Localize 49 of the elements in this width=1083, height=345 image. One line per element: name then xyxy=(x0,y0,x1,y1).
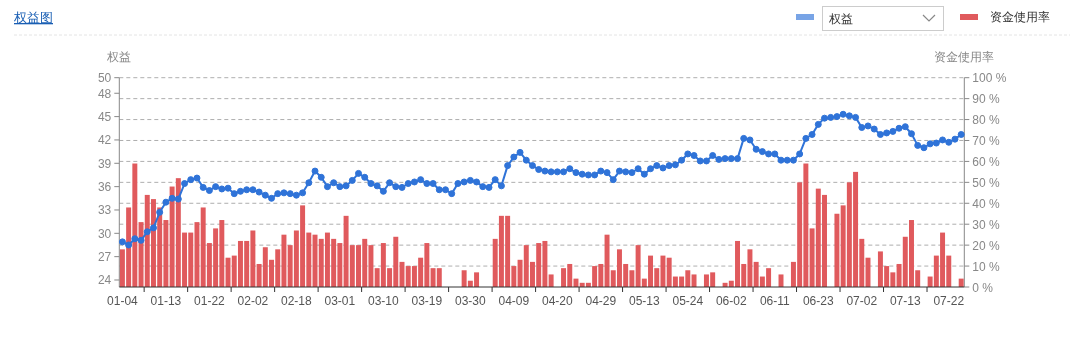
y-tick-label: 30 xyxy=(97,226,112,241)
bar xyxy=(548,274,554,287)
y-tick-label: 48 xyxy=(97,86,112,101)
legend-label: 资金使用率 xyxy=(990,10,1050,24)
y2-tick-label: 30 % xyxy=(972,217,1000,232)
x-tick-label: 06-02 xyxy=(715,294,747,308)
x-tick-label: 02-18 xyxy=(281,294,313,308)
y-tick-label: 50 xyxy=(97,71,112,86)
y-axis-title: 权益 xyxy=(106,50,132,64)
y2-tick-label: 80 % xyxy=(972,113,1000,128)
x-tick-label: 04-20 xyxy=(541,294,573,308)
bar xyxy=(834,213,840,287)
y-tick-label: 45 xyxy=(97,110,112,125)
y-tick-label: 42 xyxy=(97,133,112,148)
y2-tick-label: 100 % xyxy=(972,71,1007,86)
x-tick-label: 01-13 xyxy=(150,294,182,308)
y-tick-label: 33 xyxy=(97,203,112,218)
y2-tick-label: 90 % xyxy=(972,92,1000,107)
y-tick-label: 39 xyxy=(97,156,112,171)
y2-tick-label: 70 % xyxy=(972,133,1000,148)
x-tick-label: 07-13 xyxy=(889,294,921,308)
x-tick-label: 03-01 xyxy=(324,294,356,308)
x-tick-label: 07-02 xyxy=(846,294,878,308)
y-tick-label: 27 xyxy=(97,250,112,265)
x-tick-label: 01-22 xyxy=(194,294,226,308)
y2-axis-title: 资金使用率 xyxy=(934,50,995,64)
x-tick-label: 06-11 xyxy=(759,294,791,308)
x-tick-label: 02-02 xyxy=(237,294,269,308)
y2-tick-label: 60 % xyxy=(972,154,1000,169)
x-tick-label: 06-23 xyxy=(802,294,834,308)
y2-tick-label: 20 % xyxy=(972,238,1000,253)
y2-tick-label: 10 % xyxy=(972,259,1000,274)
y2-tick-label: 0 % xyxy=(972,280,994,295)
x-tick-label: 07-22 xyxy=(933,294,965,308)
legend-label: 权益 xyxy=(828,12,853,26)
x-tick-label: 03-30 xyxy=(455,294,487,308)
chart-title: 权益图 xyxy=(13,10,53,25)
x-tick-label: 03-19 xyxy=(411,294,443,308)
y2-tick-label: 40 % xyxy=(972,196,1000,211)
y-tick-label: 24 xyxy=(97,273,112,288)
y2-tick-label: 50 % xyxy=(972,175,1000,190)
x-tick-label: 04-29 xyxy=(585,294,617,308)
bar xyxy=(691,274,697,287)
y-tick-label: 36 xyxy=(97,180,112,195)
x-tick-label: 03-10 xyxy=(368,294,400,308)
x-tick-label: 05-24 xyxy=(672,294,704,308)
x-tick-label: 05-13 xyxy=(628,294,660,308)
x-tick-label: 04-09 xyxy=(498,294,530,308)
x-tick-label: 01-04 xyxy=(107,294,139,308)
